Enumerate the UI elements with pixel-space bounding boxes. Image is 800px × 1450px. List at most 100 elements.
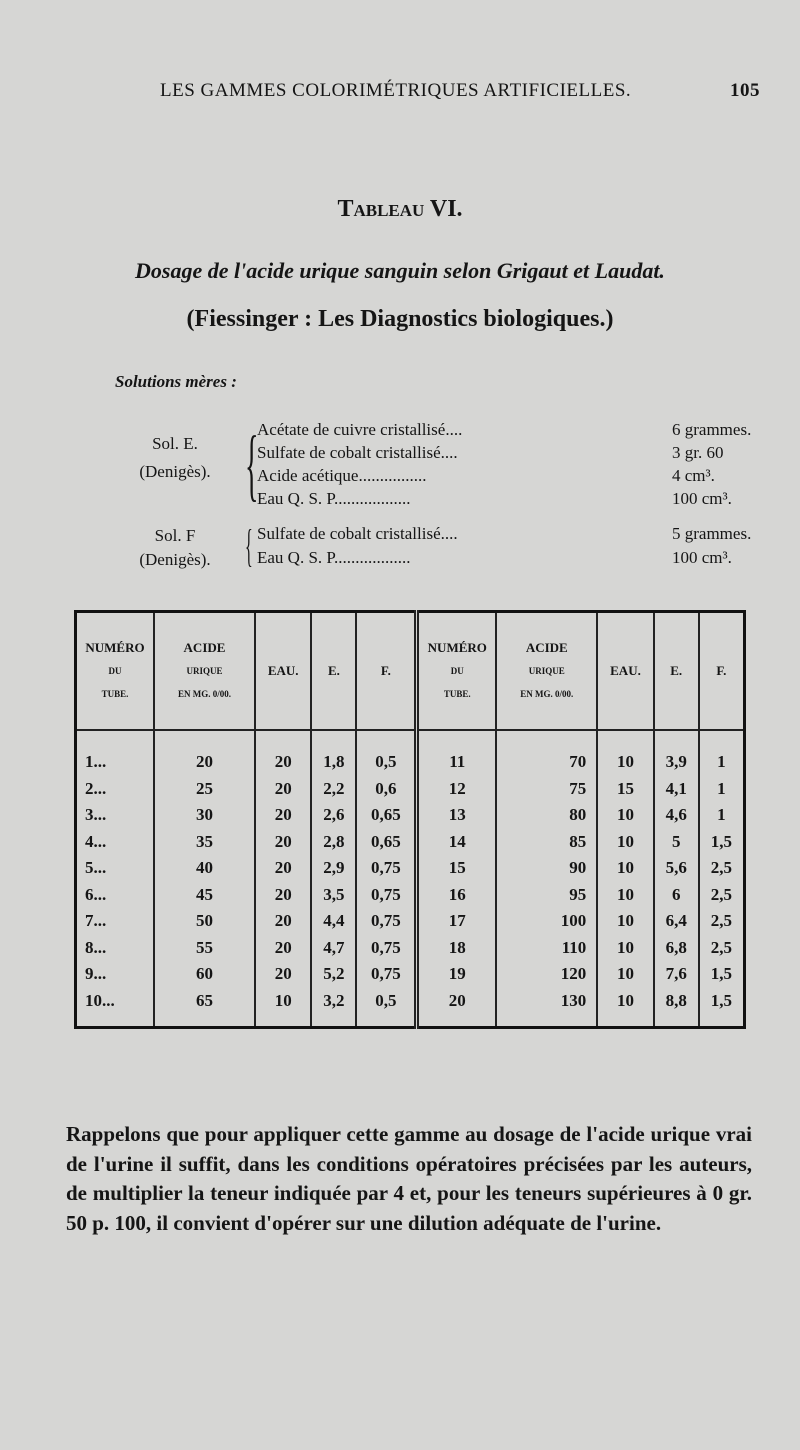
e-value: 2,8 <box>310 828 357 855</box>
acide-urique: 65 <box>153 987 255 1028</box>
acide-urique: 75 <box>495 775 598 802</box>
tube-number: 4... <box>85 831 107 851</box>
f-value: 0,5 <box>355 730 417 776</box>
f-value: 1,5 <box>697 828 745 855</box>
f-value: 2,5 <box>697 881 745 908</box>
eau: 10 <box>596 802 654 829</box>
table-row: 2... 25 20 2,2 0,6 12 75 15 4,1 1 <box>76 775 745 802</box>
col-numero: NUMÉRO DU TUBE. <box>75 611 154 731</box>
tube-number: 13 <box>414 802 497 829</box>
e-value: 4,6 <box>652 802 699 829</box>
f-value: 1,5 <box>697 961 745 988</box>
f-value: 0,65 <box>355 828 417 855</box>
source: (Fiessinger : Les Diagnostics biologique… <box>186 306 614 332</box>
sol-e-qty: 3 gr. 60 <box>672 443 724 462</box>
e-value: 3,9 <box>652 730 699 776</box>
f-value: 1,5 <box>697 987 745 1028</box>
running-header: LES GAMMES COLORIMÉTRIQUES ARTIFICIELLES… <box>160 80 760 102</box>
sol-f-item: Eau Q. S. P.................. <box>257 548 411 567</box>
acide-urique: 80 <box>495 802 598 829</box>
header-row: NUMÉRO DU TUBE. ACIDE URIQUE EN MG. 0/00. EA… <box>75 611 745 731</box>
acide-urique: 90 <box>495 855 598 882</box>
f-value: 0,75 <box>355 934 417 961</box>
eau: 10 <box>596 961 654 988</box>
acide-urique: 30 <box>153 802 255 829</box>
sol-e-name: Sol. E. <box>152 434 198 453</box>
data-table: NUMÉRO DU TUBE. ACIDE URIQUE EN MG. 0/00. EA… <box>74 610 746 1029</box>
running-title: LES GAMMES COLORIMÉTRIQUES ARTIFICIELLES… <box>160 80 632 101</box>
sol-e-item: Sulfate de cobalt cristallisé.... <box>257 443 458 462</box>
eau: 10 <box>596 730 654 776</box>
f-value: 0,75 <box>355 908 417 935</box>
e-value: 4,4 <box>310 908 357 935</box>
col-e: E. <box>652 611 699 731</box>
acide-urique: 60 <box>153 961 255 988</box>
tube-number: 5... <box>85 858 107 878</box>
eau: 20 <box>253 802 312 829</box>
table-row: 9... 60 20 5,2 0,75 19 120 10 7,6 1,5 <box>76 961 745 988</box>
acide-urique: 110 <box>495 934 598 961</box>
e-value: 4,7 <box>310 934 357 961</box>
f-value: 1 <box>697 730 745 776</box>
acide-urique: 45 <box>153 881 255 908</box>
tube-number: 2... <box>85 778 107 798</box>
e-value: 3,5 <box>310 881 357 908</box>
tube-number: 15 <box>414 855 497 882</box>
sol-f-qty: 100 cm³. <box>672 548 732 567</box>
tube-number: 1... <box>85 752 107 772</box>
acide-urique: 55 <box>153 934 255 961</box>
e-value: 4,1 <box>652 775 699 802</box>
acide-urique: 25 <box>153 775 255 802</box>
col-numero: NUMÉRO DU TUBE. <box>414 611 497 731</box>
page-number: 105 <box>730 80 760 101</box>
tube-number: 11 <box>414 730 497 776</box>
eau: 20 <box>253 828 312 855</box>
acide-urique: 85 <box>495 828 598 855</box>
sol-e-qty: 100 cm³. <box>672 489 732 508</box>
tube-number: 17 <box>414 908 497 935</box>
col-acide: ACIDE URIQUE EN MG. 0/00. <box>153 611 255 731</box>
f-value: 0,65 <box>355 802 417 829</box>
e-value: 7,6 <box>652 961 699 988</box>
eau: 20 <box>253 908 312 935</box>
eau: 10 <box>596 828 654 855</box>
sol-e-author: (Denigès). <box>139 462 211 481</box>
eau: 10 <box>596 987 654 1028</box>
e-value: 6 <box>652 881 699 908</box>
col-e: E. <box>310 611 357 731</box>
tube-number: 20 <box>414 987 497 1028</box>
e-value: 3,2 <box>310 987 357 1028</box>
acide-urique: 95 <box>495 881 598 908</box>
eau: 20 <box>253 775 312 802</box>
eau: 10 <box>253 987 312 1028</box>
table-row: 1... 20 20 1,8 0,5 11 70 10 3,9 1 <box>76 730 745 776</box>
sol-f-author: (Denigès). <box>139 550 211 569</box>
f-value: 0,75 <box>355 961 417 988</box>
col-acide: ACIDE URIQUE EN MG. 0/00. <box>495 611 598 731</box>
col-f: F. <box>697 611 745 731</box>
tube-number: 3... <box>85 805 107 825</box>
e-value: 5 <box>652 828 699 855</box>
tube-number: 9... <box>85 964 107 984</box>
sol-f-qty: 5 grammes. <box>672 524 752 543</box>
f-value: 2,5 <box>697 908 745 935</box>
f-value: 1 <box>697 775 745 802</box>
sol-e-item: Acide acétique................ <box>257 466 427 485</box>
tube-number: 12 <box>414 775 497 802</box>
f-value: 0,5 <box>355 987 417 1028</box>
e-value: 6,4 <box>652 908 699 935</box>
body-paragraph: Rappelons que pour appliquer cette gamme… <box>66 1122 752 1235</box>
f-value: 0,6 <box>355 775 417 802</box>
table-row: 7... 50 20 4,4 0,75 17 100 10 6,4 2,5 <box>76 908 745 935</box>
sol-e-qty: 6 grammes. <box>672 420 752 439</box>
eau: 10 <box>596 934 654 961</box>
f-value: 1 <box>697 802 745 829</box>
subtitle: Dosage de l'acide urique sanguin selon G… <box>135 258 665 283</box>
table-row: 6... 45 20 3,5 0,75 16 95 10 6 2,5 <box>76 881 745 908</box>
acide-urique: 120 <box>495 961 598 988</box>
table-row: 8... 55 20 4,7 0,75 18 110 10 6,8 2,5 <box>76 934 745 961</box>
acide-urique: 40 <box>153 855 255 882</box>
e-value: 5,2 <box>310 961 357 988</box>
acide-urique: 20 <box>153 730 255 776</box>
table-row: 3... 30 20 2,6 0,65 13 80 10 4,6 1 <box>76 802 745 829</box>
